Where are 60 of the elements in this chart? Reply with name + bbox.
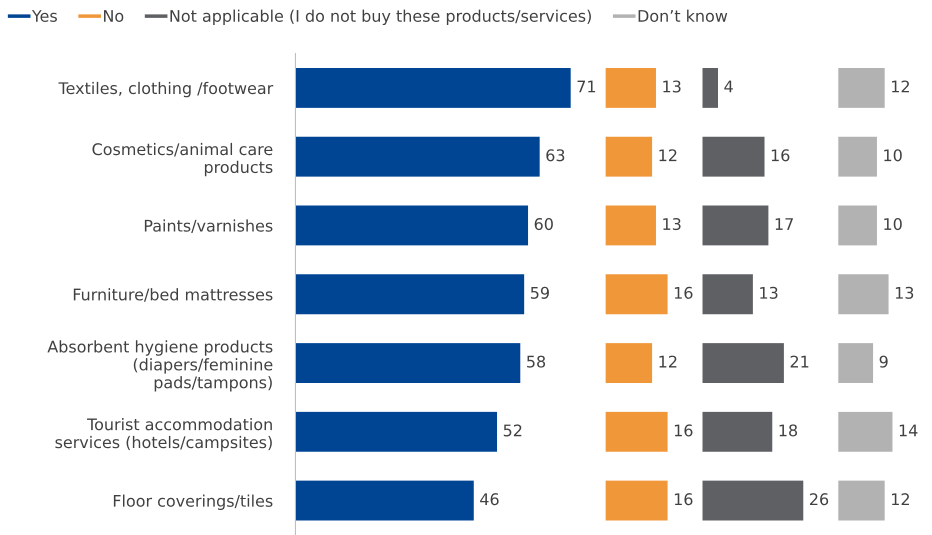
data-label: 52 — [504, 424, 522, 436]
data-label: 14 — [900, 424, 918, 436]
data-label: 12 — [892, 80, 909, 92]
y-tick-label: Textiles, clothing /footwear — [58, 82, 274, 98]
data-label: 17 — [776, 218, 793, 230]
legend-label: Don’t know — [638, 10, 728, 22]
bar — [295, 136, 540, 177]
bar — [838, 136, 877, 177]
data-label: 21 — [790, 356, 808, 368]
legend-label: No — [104, 10, 124, 22]
data-label: 16 — [674, 493, 692, 506]
data-label: 12 — [659, 149, 676, 162]
data-label: 26 — [810, 493, 828, 506]
y-tick-label: Cosmetics/animal care products — [92, 142, 272, 176]
bar — [702, 274, 753, 314]
data-label: 12 — [659, 356, 676, 368]
data-label: 13 — [760, 286, 778, 299]
y-tick-label: Furniture/bed mattresses — [74, 288, 272, 302]
bar — [295, 412, 498, 452]
bar — [702, 68, 718, 108]
bar — [702, 412, 772, 452]
data-label: 60 — [534, 218, 553, 230]
bar — [838, 274, 889, 314]
data-label: 9 — [880, 356, 888, 368]
data-label: 16 — [674, 424, 692, 436]
data-label: 16 — [674, 286, 692, 299]
data-label: 18 — [780, 424, 798, 436]
bar — [838, 412, 892, 452]
data-label: 12 — [892, 493, 909, 506]
bar — [295, 480, 474, 521]
bar — [295, 206, 528, 246]
data-label: 13 — [663, 80, 681, 93]
bar — [702, 343, 784, 383]
bar — [838, 206, 877, 246]
bar — [838, 343, 874, 383]
bar — [838, 480, 885, 521]
data-label: 16 — [772, 149, 790, 162]
y-tick-label: Paints/varnishes — [144, 219, 272, 234]
legend-label: Not applicable (I do not buy these products/services) — [170, 10, 591, 26]
y-tick-label: Floor coverings/tiles — [114, 494, 272, 510]
data-label: 10 — [884, 218, 902, 230]
data-label: 4 — [724, 80, 733, 92]
bar — [295, 68, 571, 108]
data-label: 63 — [546, 149, 564, 162]
data-label: 46 — [480, 493, 499, 506]
y-tick-label: Absorbent hygiene products (diapers/feminine pads/tampons) — [47, 340, 272, 392]
data-label: 58 — [527, 356, 546, 368]
data-label: 10 — [884, 149, 902, 162]
data-label: 13 — [896, 286, 914, 299]
data-label: 59 — [530, 286, 549, 299]
bar — [702, 206, 768, 246]
data-label: 13 — [663, 218, 681, 230]
legend-label: Yes — [32, 10, 57, 22]
y-tick-label: Tourist accommodation services (hotels/campsites) — [55, 418, 272, 452]
data-label: 71 — [578, 80, 596, 92]
bar — [702, 480, 804, 521]
bar — [295, 343, 520, 383]
bar — [295, 274, 524, 314]
bar — [838, 68, 885, 108]
bar — [702, 136, 765, 177]
